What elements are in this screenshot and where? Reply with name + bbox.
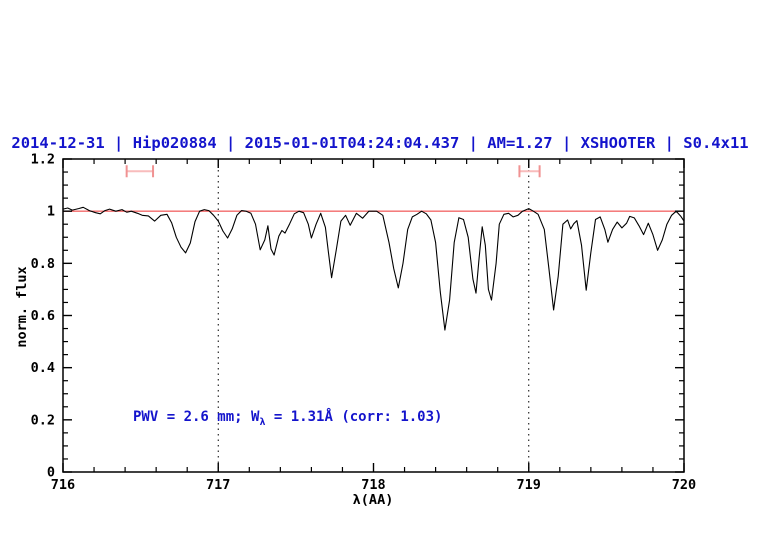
x-tick-label: 719 <box>517 477 541 493</box>
pwv-annotation-suffix: = 1.31Å (corr: 1.03) <box>265 409 443 425</box>
pwv-annotation-lambda-subscript: λ <box>259 416 266 428</box>
x-axis-label: λ(AA) <box>352 492 394 508</box>
plot-title: 2014-12-31 | Hip020884 | 2015-01-01T04:2… <box>11 134 749 152</box>
x-tick-label: 720 <box>672 477 696 493</box>
pwv-annotation-prefix: PWV = 2.6 mm; W <box>133 409 260 425</box>
y-tick-label: 0 <box>47 465 55 481</box>
y-tick-label: 0.2 <box>31 412 55 428</box>
x-tick-label: 716 <box>51 477 75 493</box>
y-tick-label: 0.6 <box>31 308 55 324</box>
y-tick-label: 1 <box>47 204 55 220</box>
y-tick-label: 0.8 <box>31 256 55 272</box>
x-tick-label: 717 <box>206 477 230 493</box>
spectrum-line <box>62 206 685 331</box>
x-tick-label: 718 <box>361 477 385 493</box>
y-axis-label: norm. flux <box>14 266 30 348</box>
y-tick-label: 1.2 <box>31 152 55 168</box>
y-tick-label: 0.4 <box>31 360 55 376</box>
pwv-annotation: PWV = 2.6 mm; Wλ = 1.31Å (corr: 1.03) <box>133 409 442 428</box>
